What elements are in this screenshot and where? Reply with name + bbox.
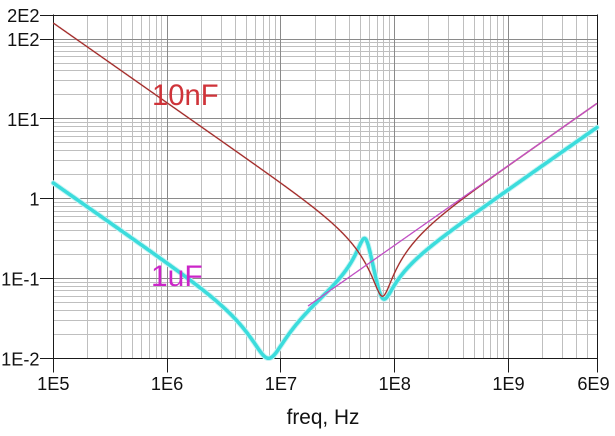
svg-text:1: 1	[29, 190, 39, 210]
svg-text:1E-2: 1E-2	[1, 349, 39, 369]
svg-text:1E5: 1E5	[37, 374, 69, 394]
svg-text:6E9: 6E9	[577, 374, 609, 394]
svg-text:1uF: 1uF	[151, 260, 203, 293]
svg-text:10nF: 10nF	[152, 80, 219, 112]
svg-text:1E9: 1E9	[492, 374, 524, 394]
svg-text:1E-1: 1E-1	[1, 270, 39, 290]
svg-text:1E7: 1E7	[265, 374, 297, 394]
svg-text:1E6: 1E6	[151, 374, 183, 394]
svg-text:freq, Hz: freq, Hz	[287, 406, 360, 429]
svg-text:1E8: 1E8	[379, 374, 411, 394]
svg-text:1E1: 1E1	[7, 110, 39, 130]
svg-text:1E2: 1E2	[7, 30, 39, 50]
svg-text:2E2: 2E2	[7, 6, 39, 26]
